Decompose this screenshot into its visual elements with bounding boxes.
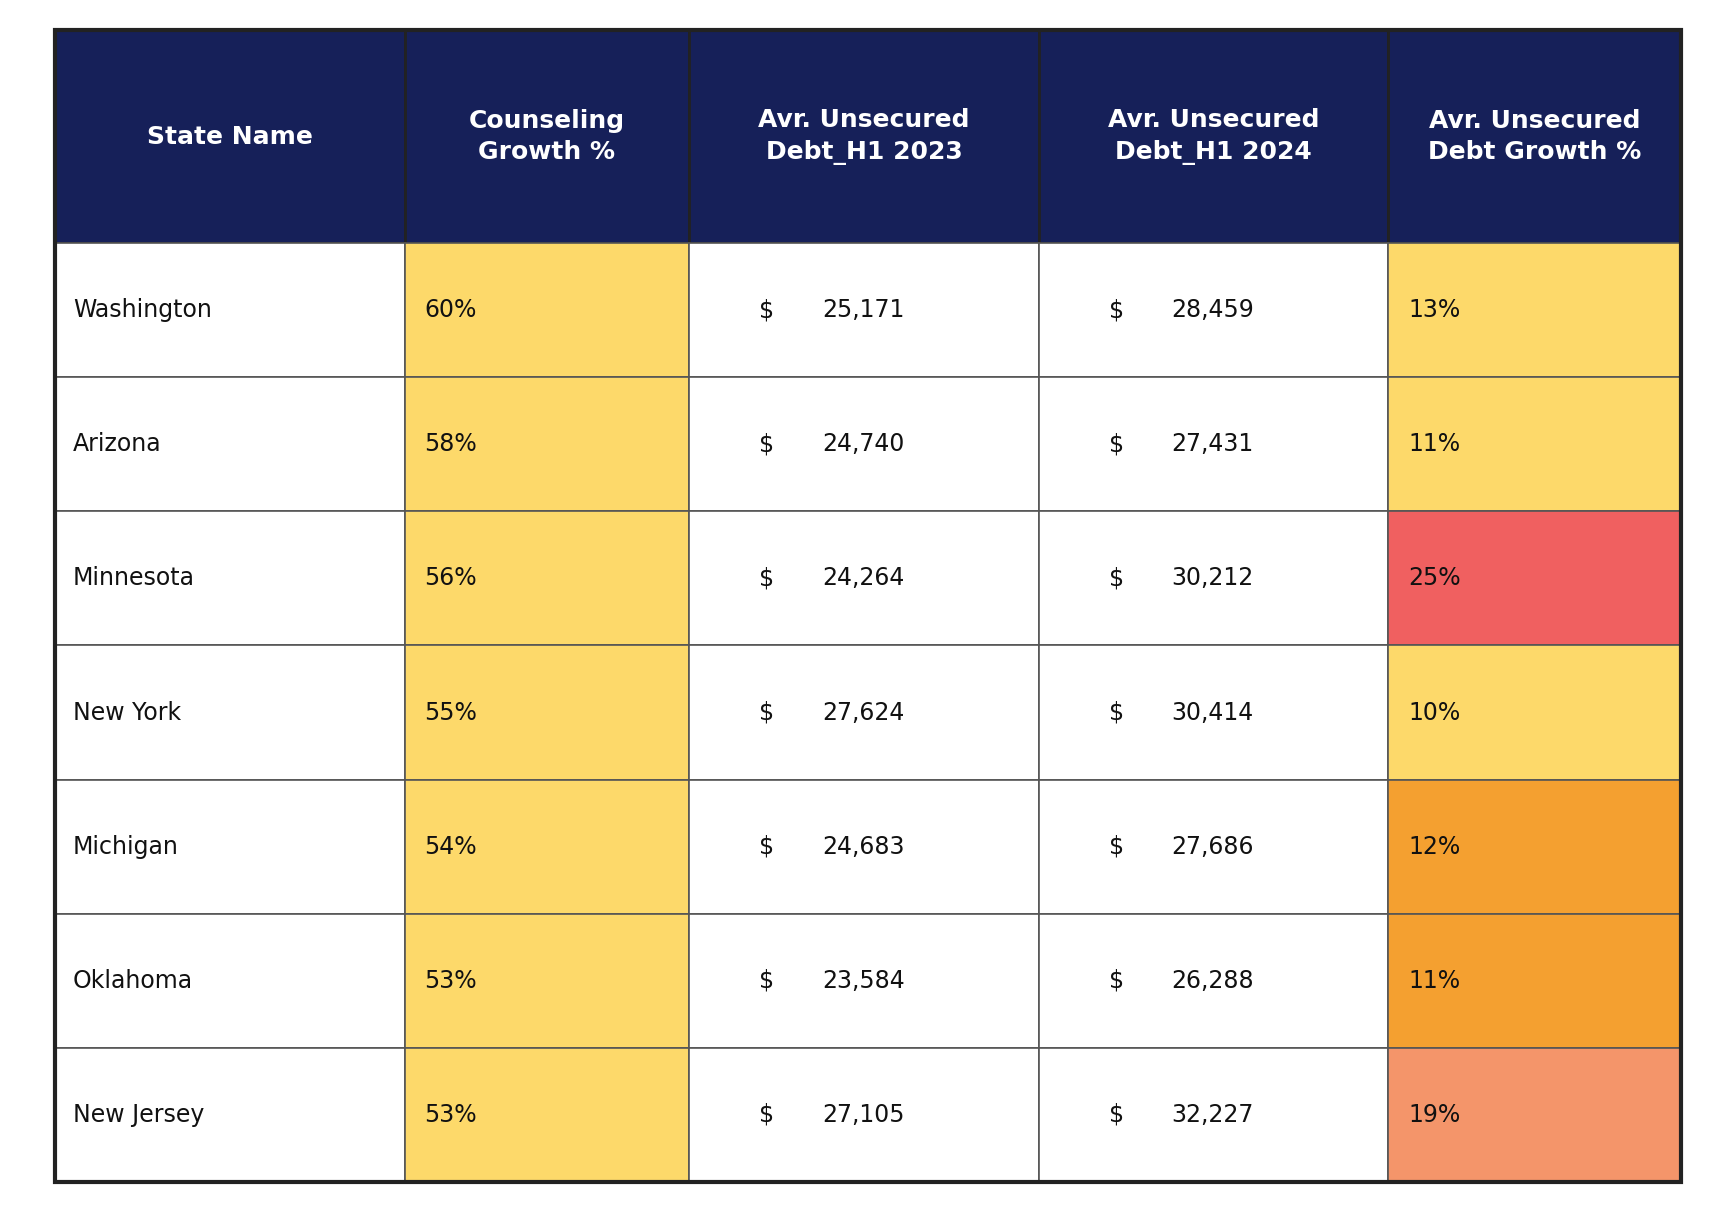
Bar xyxy=(56,511,404,646)
Text: 26,288: 26,288 xyxy=(1172,968,1253,993)
Text: $: $ xyxy=(1109,566,1123,590)
Bar xyxy=(1389,646,1680,779)
Text: 27,686: 27,686 xyxy=(1172,835,1253,858)
Text: $: $ xyxy=(1109,298,1123,322)
Text: 27,624: 27,624 xyxy=(821,701,904,725)
Text: State Name: State Name xyxy=(148,125,312,149)
Bar xyxy=(404,646,689,779)
Text: Counseling
Growth %: Counseling Growth % xyxy=(469,109,625,165)
Text: Avr. Unsecured
Debt Growth %: Avr. Unsecured Debt Growth % xyxy=(1429,109,1641,165)
Text: 13%: 13% xyxy=(1408,298,1460,322)
Bar xyxy=(1389,244,1680,377)
Bar xyxy=(404,244,689,377)
Bar xyxy=(689,511,1038,646)
Text: $: $ xyxy=(1109,835,1123,858)
Text: 58%: 58% xyxy=(425,433,477,456)
Text: 10%: 10% xyxy=(1408,701,1460,725)
Text: $: $ xyxy=(1109,701,1123,725)
Bar xyxy=(1038,244,1389,377)
Bar xyxy=(1038,1048,1389,1182)
Text: 56%: 56% xyxy=(425,566,477,590)
Text: 30,212: 30,212 xyxy=(1172,566,1253,590)
Bar xyxy=(56,244,404,377)
Text: 53%: 53% xyxy=(425,1103,477,1127)
Bar xyxy=(404,914,689,1048)
Bar xyxy=(689,779,1038,914)
Text: $: $ xyxy=(759,433,774,456)
Bar xyxy=(404,779,689,914)
Text: 24,683: 24,683 xyxy=(821,835,904,858)
Text: 55%: 55% xyxy=(425,701,477,725)
Bar xyxy=(689,646,1038,779)
Text: 27,431: 27,431 xyxy=(1172,433,1253,456)
Bar xyxy=(1038,30,1389,244)
Text: 28,459: 28,459 xyxy=(1172,298,1255,322)
Text: $: $ xyxy=(1109,968,1123,993)
Text: 25,171: 25,171 xyxy=(821,298,904,322)
Text: $: $ xyxy=(759,701,774,725)
Text: $: $ xyxy=(1109,1103,1123,1127)
Bar xyxy=(56,30,404,244)
Text: 11%: 11% xyxy=(1408,433,1460,456)
Text: 53%: 53% xyxy=(425,968,477,993)
Text: Oklahoma: Oklahoma xyxy=(73,968,193,993)
Text: $: $ xyxy=(759,298,774,322)
Bar xyxy=(1038,914,1389,1048)
Text: 32,227: 32,227 xyxy=(1172,1103,1253,1127)
Bar xyxy=(1038,646,1389,779)
Bar xyxy=(404,511,689,646)
Bar xyxy=(56,377,404,511)
Text: Minnesota: Minnesota xyxy=(73,566,194,590)
Text: Michigan: Michigan xyxy=(73,835,179,858)
Text: Avr. Unsecured
Debt_H1 2024: Avr. Unsecured Debt_H1 2024 xyxy=(1108,108,1319,165)
Text: 54%: 54% xyxy=(425,835,477,858)
Text: 11%: 11% xyxy=(1408,968,1460,993)
Text: $: $ xyxy=(759,566,774,590)
Text: 25%: 25% xyxy=(1408,566,1462,590)
Text: New Jersey: New Jersey xyxy=(73,1103,205,1127)
Text: Arizona: Arizona xyxy=(73,433,161,456)
Bar xyxy=(1038,779,1389,914)
Bar xyxy=(1038,377,1389,511)
Bar xyxy=(689,1048,1038,1182)
Bar xyxy=(1389,511,1680,646)
Bar xyxy=(1389,377,1680,511)
Text: 12%: 12% xyxy=(1408,835,1460,858)
Text: 60%: 60% xyxy=(425,298,477,322)
Text: 24,264: 24,264 xyxy=(821,566,904,590)
Bar xyxy=(56,1048,404,1182)
Bar xyxy=(1389,779,1680,914)
Bar xyxy=(689,30,1038,244)
Text: Avr. Unsecured
Debt_H1 2023: Avr. Unsecured Debt_H1 2023 xyxy=(759,108,970,165)
Text: $: $ xyxy=(759,968,774,993)
Bar xyxy=(56,914,404,1048)
Bar xyxy=(1389,30,1680,244)
Text: $: $ xyxy=(1109,433,1123,456)
Bar xyxy=(1389,914,1680,1048)
Bar xyxy=(1389,1048,1680,1182)
Text: New York: New York xyxy=(73,701,181,725)
Text: $: $ xyxy=(759,1103,774,1127)
Bar xyxy=(404,30,689,244)
Text: 19%: 19% xyxy=(1408,1103,1460,1127)
Bar xyxy=(56,779,404,914)
Bar xyxy=(689,914,1038,1048)
Text: 30,414: 30,414 xyxy=(1172,701,1253,725)
Text: 27,105: 27,105 xyxy=(821,1103,904,1127)
Text: 24,740: 24,740 xyxy=(821,433,904,456)
Text: $: $ xyxy=(759,835,774,858)
Text: 23,584: 23,584 xyxy=(821,968,904,993)
Bar xyxy=(56,646,404,779)
Bar xyxy=(689,244,1038,377)
Bar xyxy=(404,1048,689,1182)
Bar xyxy=(404,377,689,511)
Bar xyxy=(689,377,1038,511)
Bar xyxy=(1038,511,1389,646)
Text: Washington: Washington xyxy=(73,298,212,322)
